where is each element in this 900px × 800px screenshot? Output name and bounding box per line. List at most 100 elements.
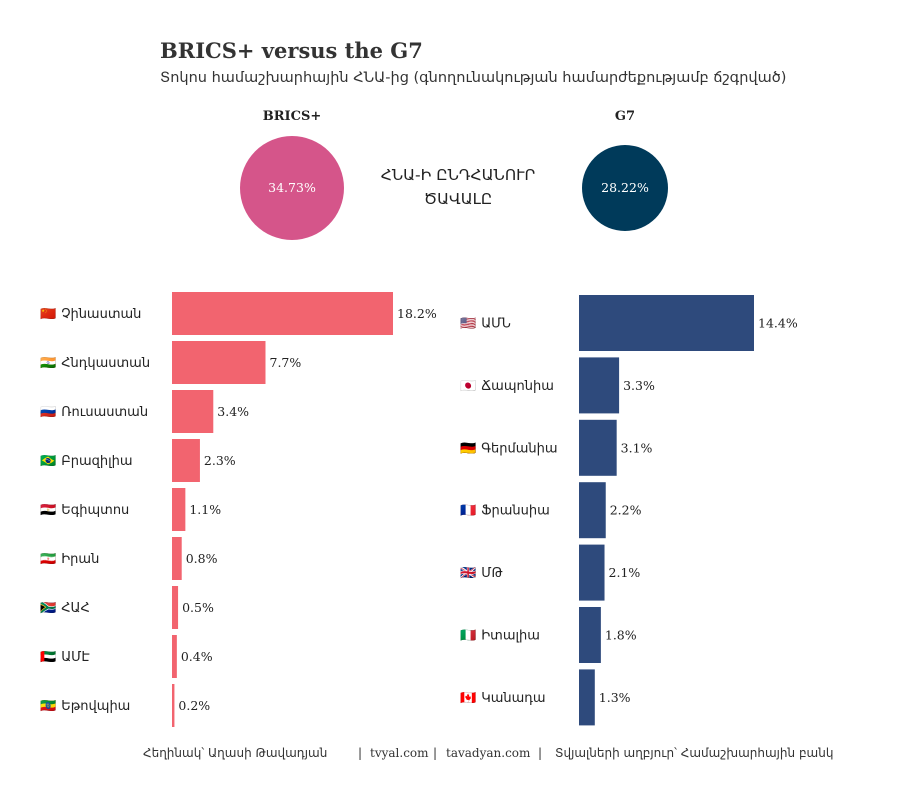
country-name: ԱՄՆ: [481, 317, 511, 332]
footer-separator: |: [433, 746, 437, 760]
bar: [172, 292, 393, 335]
country-name: Կանադա: [481, 691, 545, 706]
category-label: 🇮🇹 Իտալիա: [460, 629, 540, 644]
category-label: 🇪🇬 Եգիպտոս: [40, 503, 129, 518]
category-label: 🇧🇷 Բրազիլիա: [40, 454, 133, 469]
data-label: 14.4%: [758, 316, 798, 331]
bar: [579, 607, 601, 663]
category-label: 🇮🇳 Հնդկաստան: [40, 356, 150, 371]
footer-site-tavadyan: tavadyan.com: [446, 746, 531, 760]
flag-icon: 🇩🇪: [460, 441, 476, 456]
bar: [172, 390, 214, 433]
flag-icon: 🇫🇷: [460, 504, 476, 519]
category-label: 🇫🇷 Ֆրանսիա: [460, 504, 550, 519]
flag-icon: 🇷🇺: [40, 405, 56, 420]
data-label: 2.1%: [609, 565, 641, 580]
flag-icon: 🇮🇳: [40, 356, 56, 371]
flag-icon: 🇮🇹: [460, 629, 476, 644]
footer-separator: |: [358, 746, 362, 760]
category-label: 🇪🇹 Եթովպիա: [40, 699, 130, 714]
summary-section: BRICS+ 34.73% G7 28.22% ՀՆԱ-Ի ԸՆԴՀԱՆՈՒՐ …: [240, 109, 668, 240]
data-label: 1.1%: [189, 502, 221, 517]
data-label: 0.8%: [186, 551, 218, 566]
g7-summary-label: G7: [615, 109, 635, 124]
flag-icon: 🇮🇷: [40, 552, 56, 567]
category-label: 🇨🇳 Չինաստան: [40, 307, 141, 322]
bar: [579, 295, 754, 351]
flag-icon: 🇯🇵: [460, 379, 476, 394]
data-label: 3.4%: [217, 404, 249, 419]
country-name: Իտալիա: [481, 629, 540, 644]
footer-source: Տվյալների աղբյուր՝ Համաշխարհային բանկ: [555, 746, 833, 760]
flag-icon: 🇨🇳: [40, 307, 56, 322]
footer-separator: |: [538, 746, 542, 760]
data-label: 1.3%: [599, 690, 631, 705]
country-name: Գերմանիա: [481, 441, 557, 456]
footer-author: Հեղինակ՝ Աղասի Թավադյան: [143, 746, 327, 760]
category-label: 🇬🇧 ՄԹ: [460, 566, 503, 581]
brics-bar-chart: 🇨🇳 Չինաստան 18.2% 🇮🇳 Հնդկաստան 7.7% 🇷🇺 Ռուսաստա…: [40, 292, 437, 727]
country-name: ՄԹ: [481, 566, 502, 581]
footer-site-tvyal: tvyal.com: [370, 746, 429, 760]
category-label: 🇿🇦 ՀԱՀ: [40, 601, 90, 616]
data-label: 2.3%: [204, 453, 236, 468]
flag-icon: 🇧🇷: [40, 454, 56, 469]
country-name: Բրազիլիա: [61, 454, 132, 469]
category-label: 🇦🇪 ԱՄԷ: [40, 650, 90, 665]
category-label: 🇨🇦 Կանադա: [460, 691, 546, 706]
center-label-line1: ՀՆԱ-Ի ԸՆԴՀԱՆՈՒՐ: [381, 166, 536, 184]
country-name: ԱՄԷ: [61, 650, 90, 665]
brics-total-value: 34.73%: [268, 180, 316, 195]
data-label: 2.2%: [610, 503, 642, 518]
flag-icon: 🇪🇬: [40, 503, 56, 518]
data-label: 3.1%: [621, 440, 653, 455]
bar: [579, 544, 605, 601]
country-name: Հնդկաստան: [61, 356, 150, 371]
bar: [579, 357, 620, 414]
data-label: 7.7%: [270, 355, 302, 370]
country-name: Իրան: [61, 552, 99, 567]
category-label: 🇯🇵 Ճապոնիա: [460, 379, 554, 394]
chart-subtitle: Տոկոս համաշխարհային ՀՆԱ-ից (գնողունակութ…: [160, 70, 786, 86]
g7-total-circle: [582, 145, 668, 231]
g7-bar-chart: 🇺🇸 ԱՄՆ 14.4% 🇯🇵 Ճապոնիա 3.3% 🇩🇪 Գերմանիա 3.1% 🇫🇷 Ֆ…: [460, 295, 798, 726]
flag-icon: 🇺🇸: [460, 317, 476, 332]
data-label: 18.2%: [397, 306, 437, 321]
flag-icon: 🇦🇪: [40, 650, 56, 665]
center-label-line2: ԾԱՎԱԼԸ: [424, 190, 492, 208]
chart-title: BRICS+ versus the G7: [160, 38, 423, 63]
footer: Հեղինակ՝ Աղասի Թավադյան | tvyal.com | ta…: [143, 746, 833, 760]
category-label: 🇺🇸 ԱՄՆ: [460, 317, 511, 332]
data-label: 1.8%: [605, 628, 637, 643]
country-name: Ճապոնիա: [481, 379, 554, 394]
bar: [579, 669, 595, 726]
bar: [172, 684, 175, 727]
country-name: Եգիպտոս: [61, 503, 129, 518]
flag-icon: 🇪🇹: [40, 699, 56, 714]
data-label: 3.3%: [623, 378, 655, 393]
bar: [172, 586, 179, 629]
data-label: 0.2%: [178, 698, 210, 713]
brics-summary-label: BRICS+: [263, 109, 322, 124]
data-label: 0.4%: [181, 649, 213, 664]
bar: [172, 341, 266, 384]
bar: [172, 488, 186, 531]
bar: [579, 482, 606, 539]
country-name: Չինաստան: [61, 307, 141, 322]
bar: [172, 635, 177, 678]
flag-icon: 🇨🇦: [460, 691, 476, 706]
country-name: Ֆրանսիա: [481, 504, 550, 519]
flag-icon: 🇬🇧: [460, 566, 476, 581]
bar: [172, 537, 182, 580]
category-label: 🇷🇺 Ռուսաստան: [40, 405, 148, 420]
country-name: Եթովպիա: [61, 699, 130, 714]
brics-total-circle: [240, 136, 344, 240]
data-label: 0.5%: [182, 600, 214, 615]
country-name: ՀԱՀ: [61, 601, 90, 616]
category-label: 🇮🇷 Իրան: [40, 552, 99, 567]
bar: [172, 439, 200, 482]
bar: [579, 419, 617, 476]
category-label: 🇩🇪 Գերմանիա: [460, 441, 558, 456]
g7-total-value: 28.22%: [601, 180, 649, 195]
